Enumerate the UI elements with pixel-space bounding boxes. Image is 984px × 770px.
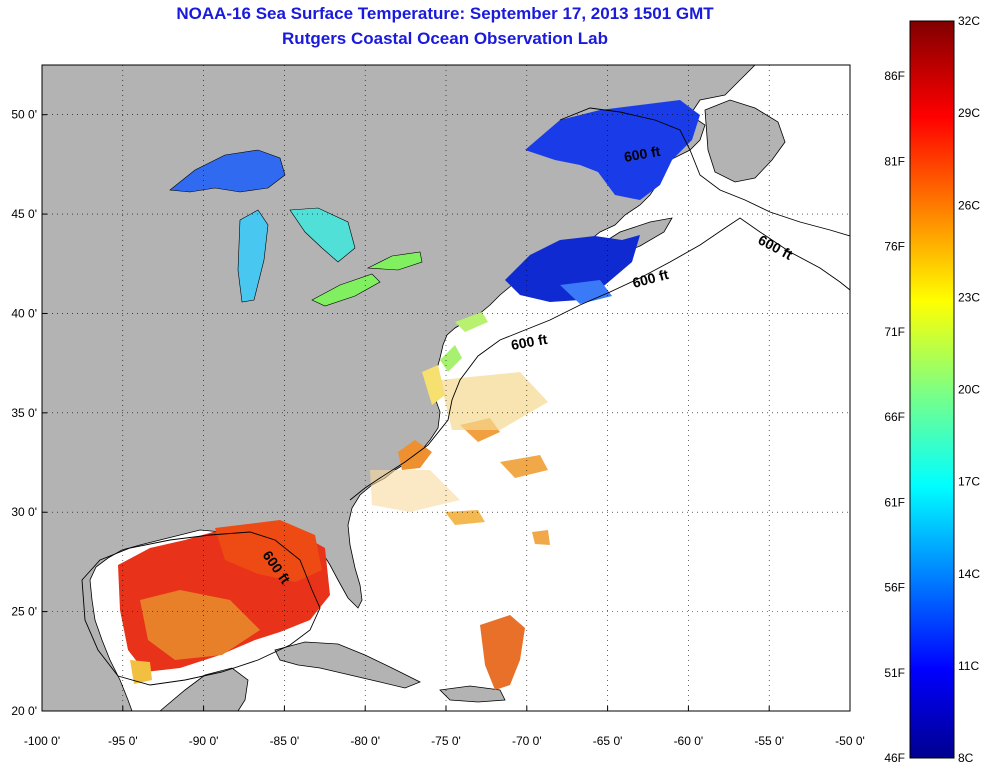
colorbar-fahrenheit-label: 76F (884, 240, 905, 254)
colorbar-ticks: 32C 29C 26C 23C 20C 17C 14C 11C 8C 86F 81F 76F 71F 66… (884, 14, 980, 765)
x-tick-label: -50 0' (835, 734, 865, 748)
lake-michigan (237, 209, 269, 303)
y-tick-label: 20 0' (11, 704, 37, 718)
x-tick-label: -90 0' (189, 734, 219, 748)
colorbar-fahrenheit-label: 61F (884, 495, 905, 509)
x-tick-label: -95 0' (108, 734, 138, 748)
x-tick-label: -75 0' (431, 734, 461, 748)
colorbar-celsius-label: 23C (958, 290, 980, 304)
sst-cold-waters (505, 100, 700, 304)
y-tick-label: 40 0' (11, 306, 37, 320)
y-axis-ticks: 20 0' 25 0' 30 0' 35 0' 40 0' 45 0' 50 0' (11, 108, 47, 718)
lake-huron (289, 207, 356, 263)
x-tick-label: -100 0' (24, 734, 60, 748)
x-axis-ticks: -100 0' -95 0' -90 0' -85 0' -80 0' -75 0' -70… (24, 706, 865, 748)
sst-warm-waters (118, 312, 550, 690)
great-lakes (169, 149, 423, 307)
y-tick-label: 25 0' (11, 605, 37, 619)
land-newfoundland (704, 99, 786, 183)
lake-ontario (366, 251, 423, 271)
colorbar-celsius-label: 11C (958, 659, 979, 673)
land-yucatan (159, 667, 249, 711)
colorbar-celsius-label: 14C (958, 567, 980, 581)
colorbar-celsius-label: 20C (958, 383, 980, 397)
map-subtitle: Rutgers Coastal Ocean Observation Lab (282, 29, 608, 48)
isobath-label: 600 ft (623, 143, 662, 165)
colorbar-fahrenheit-label: 71F (884, 325, 905, 339)
y-tick-label: 35 0' (11, 406, 37, 420)
colorbar-fahrenheit-label: 51F (884, 666, 905, 680)
y-tick-label: 45 0' (11, 207, 37, 221)
colorbar-celsius-label: 8C (958, 751, 974, 765)
colorbar (909, 20, 955, 759)
land-hispaniola (439, 685, 506, 703)
colorbar-celsius-label: 17C (958, 475, 980, 489)
x-tick-label: -85 0' (270, 734, 300, 748)
colorbar-fahrenheit-label: 86F (884, 69, 905, 83)
x-tick-label: -70 0' (512, 734, 542, 748)
colorbar-fahrenheit-label: 56F (884, 581, 905, 595)
isobath-label: 600 ft (510, 331, 549, 353)
y-tick-label: 30 0' (11, 505, 37, 519)
x-tick-label: -60 0' (674, 734, 704, 748)
colorbar-fahrenheit-label: 81F (884, 154, 905, 168)
lake-erie (311, 273, 381, 307)
colorbar-celsius-label: 29C (958, 106, 980, 120)
x-tick-label: -65 0' (593, 734, 623, 748)
lake-superior (169, 149, 286, 193)
land-cuba (274, 641, 421, 689)
colorbar-celsius-label: 32C (958, 14, 980, 28)
map-title: NOAA-16 Sea Surface Temperature: Septemb… (176, 4, 714, 23)
y-tick-label: 50 0' (11, 108, 37, 122)
isobath-600ft (81, 107, 850, 686)
x-tick-label: -80 0' (350, 734, 380, 748)
colorbar-celsius-label: 26C (958, 198, 980, 212)
colorbar-fahrenheit-label: 46F (884, 751, 905, 765)
colorbar-fahrenheit-label: 66F (884, 410, 905, 424)
x-tick-label: -55 0' (754, 734, 784, 748)
